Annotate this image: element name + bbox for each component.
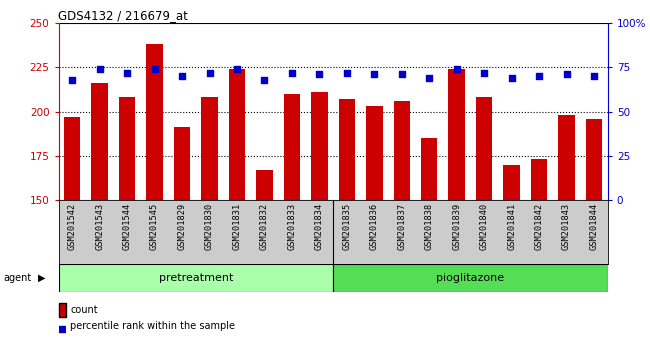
Bar — [283, 94, 300, 200]
Point — [287, 70, 297, 75]
Point — [259, 77, 270, 82]
Bar — [58, 264, 333, 292]
Bar — [339, 99, 355, 200]
Point — [562, 72, 572, 77]
Bar — [311, 92, 328, 200]
Point — [479, 70, 489, 75]
Bar — [202, 97, 218, 200]
Text: agent: agent — [3, 273, 31, 283]
Bar — [558, 115, 575, 200]
Text: GSM201829: GSM201829 — [177, 203, 187, 250]
Point — [534, 73, 544, 79]
Bar — [366, 106, 383, 200]
Text: GDS4132 / 216679_at: GDS4132 / 216679_at — [58, 9, 188, 22]
Point — [204, 70, 214, 75]
Text: GSM201830: GSM201830 — [205, 203, 214, 250]
Bar — [256, 170, 273, 200]
Bar — [448, 69, 465, 200]
Point — [369, 72, 380, 77]
Text: percentile rank within the sample: percentile rank within the sample — [70, 321, 235, 331]
Point — [86, 262, 96, 268]
Text: pretreatment: pretreatment — [159, 273, 233, 283]
Text: GSM201834: GSM201834 — [315, 203, 324, 250]
Text: GSM201836: GSM201836 — [370, 203, 379, 250]
Point — [452, 66, 462, 72]
Bar — [119, 97, 135, 200]
Bar — [146, 44, 163, 200]
Bar — [229, 69, 245, 200]
Text: GSM201543: GSM201543 — [95, 203, 104, 250]
Text: GSM201545: GSM201545 — [150, 203, 159, 250]
Bar — [174, 127, 190, 200]
Point — [67, 77, 77, 82]
Point — [314, 72, 324, 77]
Bar — [586, 119, 603, 200]
Text: ▶: ▶ — [38, 273, 46, 283]
Bar — [503, 165, 520, 200]
Bar — [64, 117, 81, 200]
Point — [396, 72, 407, 77]
Point — [122, 70, 133, 75]
Text: GSM201840: GSM201840 — [480, 203, 489, 250]
Point — [342, 70, 352, 75]
Point — [150, 66, 160, 72]
Point — [589, 73, 599, 79]
Text: GSM201542: GSM201542 — [68, 203, 77, 250]
Text: count: count — [70, 305, 98, 315]
Point — [506, 75, 517, 81]
Text: GSM201843: GSM201843 — [562, 203, 571, 250]
Text: GSM201838: GSM201838 — [424, 203, 434, 250]
Text: GSM201831: GSM201831 — [233, 203, 242, 250]
Point — [232, 66, 242, 72]
Bar — [476, 97, 493, 200]
Text: GSM201833: GSM201833 — [287, 203, 296, 250]
Point — [424, 75, 434, 81]
Bar — [421, 138, 437, 200]
Text: GSM201837: GSM201837 — [397, 203, 406, 250]
Text: pioglitazone: pioglitazone — [436, 273, 504, 283]
Bar — [92, 83, 108, 200]
Bar — [333, 264, 608, 292]
Text: GSM201544: GSM201544 — [123, 203, 132, 250]
Point — [94, 66, 105, 72]
Point — [177, 73, 187, 79]
Bar — [393, 101, 410, 200]
Text: GSM201832: GSM201832 — [260, 203, 269, 250]
Text: GSM201844: GSM201844 — [590, 203, 599, 250]
Text: GSM201835: GSM201835 — [343, 203, 352, 250]
Bar — [531, 159, 547, 200]
Text: GSM201841: GSM201841 — [507, 203, 516, 250]
Text: GSM201839: GSM201839 — [452, 203, 462, 250]
Text: GSM201842: GSM201842 — [534, 203, 543, 250]
